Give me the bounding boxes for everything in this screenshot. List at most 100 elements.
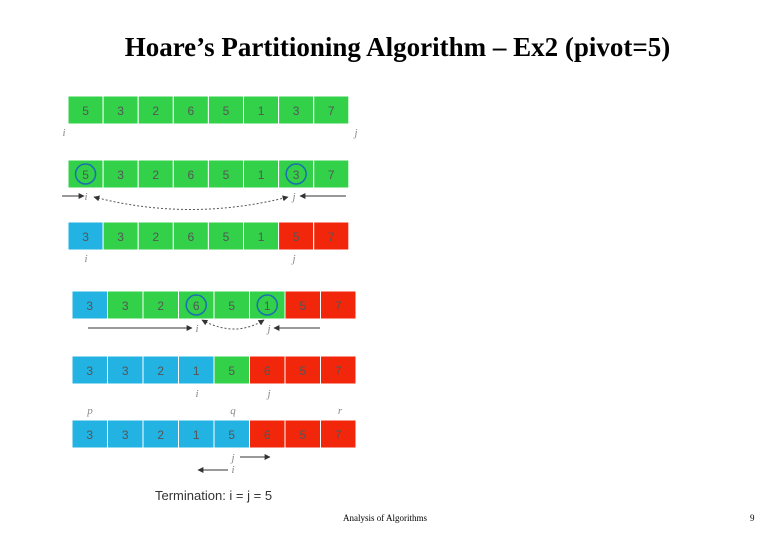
- array-cell: [67, 95, 104, 125]
- cell-value: 3: [117, 230, 124, 244]
- cell-value: 3: [86, 299, 93, 313]
- cell-value: 2: [152, 230, 159, 244]
- pointer-i: i: [195, 388, 198, 400]
- pointer-j: j: [265, 388, 270, 400]
- array-cell: [207, 95, 244, 125]
- cell-value: 1: [258, 230, 265, 244]
- array-cell: [320, 290, 357, 320]
- cell-value: 5: [299, 299, 306, 313]
- cell-value: 6: [264, 364, 271, 378]
- cell-value: 5: [228, 428, 235, 442]
- cell-value: 1: [264, 299, 271, 313]
- pointer-i: i: [84, 253, 87, 265]
- cell-value: 1: [258, 104, 265, 118]
- array-cell: [102, 95, 139, 125]
- cell-value: 3: [293, 168, 300, 182]
- array-cell: [172, 95, 209, 125]
- cell-value: 5: [223, 168, 230, 182]
- cell-value: 5: [293, 230, 300, 244]
- array-cell: [142, 419, 179, 449]
- array-cell: [178, 419, 215, 449]
- cell-value: 3: [293, 104, 300, 118]
- array-cell: [67, 221, 104, 251]
- cell-value: 2: [152, 168, 159, 182]
- pointer-r: r: [338, 405, 343, 417]
- cell-value: 6: [188, 104, 195, 118]
- cell-value: 7: [335, 428, 342, 442]
- termination-note: Termination: i = j = 5: [155, 488, 272, 503]
- pointer-p: p: [86, 405, 93, 417]
- cell-value: 5: [228, 364, 235, 378]
- cell-value: 2: [157, 428, 164, 442]
- array-cell: [249, 419, 286, 449]
- pointer-j: j: [290, 191, 295, 203]
- cell-value: 7: [335, 299, 342, 313]
- cell-value: 5: [299, 428, 306, 442]
- array-cell: [249, 355, 286, 385]
- array-cell: [320, 355, 357, 385]
- swap-arc: [201, 319, 265, 330]
- swap-arc: [93, 195, 289, 210]
- footer-course: Analysis of Algorithms: [342, 513, 427, 523]
- cell-value: 6: [193, 299, 200, 313]
- pointer-j: j: [352, 127, 357, 139]
- slide-title: Hoare’s Partitioning Algorithm – Ex2 (pi…: [124, 32, 671, 62]
- pointer-i: i: [231, 464, 234, 476]
- array-cell: [320, 419, 357, 449]
- array-cell: [213, 290, 250, 320]
- array-cell: [142, 290, 179, 320]
- pointer-j: j: [229, 452, 234, 464]
- pointer-i: i: [62, 127, 65, 139]
- cell-value: 1: [193, 364, 200, 378]
- cell-value: 5: [82, 104, 89, 118]
- cell-value: 2: [157, 364, 164, 378]
- cell-value: 6: [188, 168, 195, 182]
- array-cell: [313, 95, 350, 125]
- cell-value: 3: [82, 230, 89, 244]
- cell-value: 3: [117, 168, 124, 182]
- array-cell: [207, 159, 244, 189]
- highlight-circle: [285, 163, 307, 185]
- cell-value: 5: [82, 168, 89, 182]
- cell-value: 2: [152, 104, 159, 118]
- cell-value: 3: [122, 299, 129, 313]
- cell-value: 6: [188, 230, 195, 244]
- cell-value: 5: [228, 299, 235, 313]
- highlight-circle: [185, 294, 207, 316]
- cell-value: 1: [193, 428, 200, 442]
- footer-page-number: 9: [750, 513, 755, 523]
- array-cell: [137, 159, 174, 189]
- cell-value: 6: [264, 428, 271, 442]
- array-cell: [142, 355, 179, 385]
- array-cell: [284, 419, 321, 449]
- array-cell: [178, 355, 215, 385]
- array-cell: [313, 221, 350, 251]
- cell-value: 2: [157, 299, 164, 313]
- array-cell: [107, 290, 144, 320]
- array-cell: [172, 159, 209, 189]
- array-cell: [107, 355, 144, 385]
- array-cell: [243, 95, 280, 125]
- array-cell: [137, 221, 174, 251]
- cell-value: 5: [223, 104, 230, 118]
- cell-value: 1: [258, 168, 265, 182]
- pointer-q: q: [230, 405, 236, 417]
- cell-value: 5: [223, 230, 230, 244]
- highlight-circle: [74, 163, 97, 185]
- pointer-j: j: [265, 323, 270, 335]
- cell-value: 3: [117, 104, 124, 118]
- array-cell: [207, 221, 244, 251]
- array-cell: [107, 419, 144, 449]
- pointer-i: i: [195, 323, 198, 335]
- pointer-i: i: [84, 191, 87, 203]
- cell-value: 3: [86, 364, 93, 378]
- highlight-circle: [256, 294, 278, 316]
- cell-value: 7: [328, 104, 335, 118]
- array-cell: [172, 221, 209, 251]
- cell-value: 3: [122, 364, 129, 378]
- cell-value: 7: [328, 230, 335, 244]
- array-cell: [71, 419, 108, 449]
- array-cell: [71, 290, 108, 320]
- cell-value: 5: [299, 364, 306, 378]
